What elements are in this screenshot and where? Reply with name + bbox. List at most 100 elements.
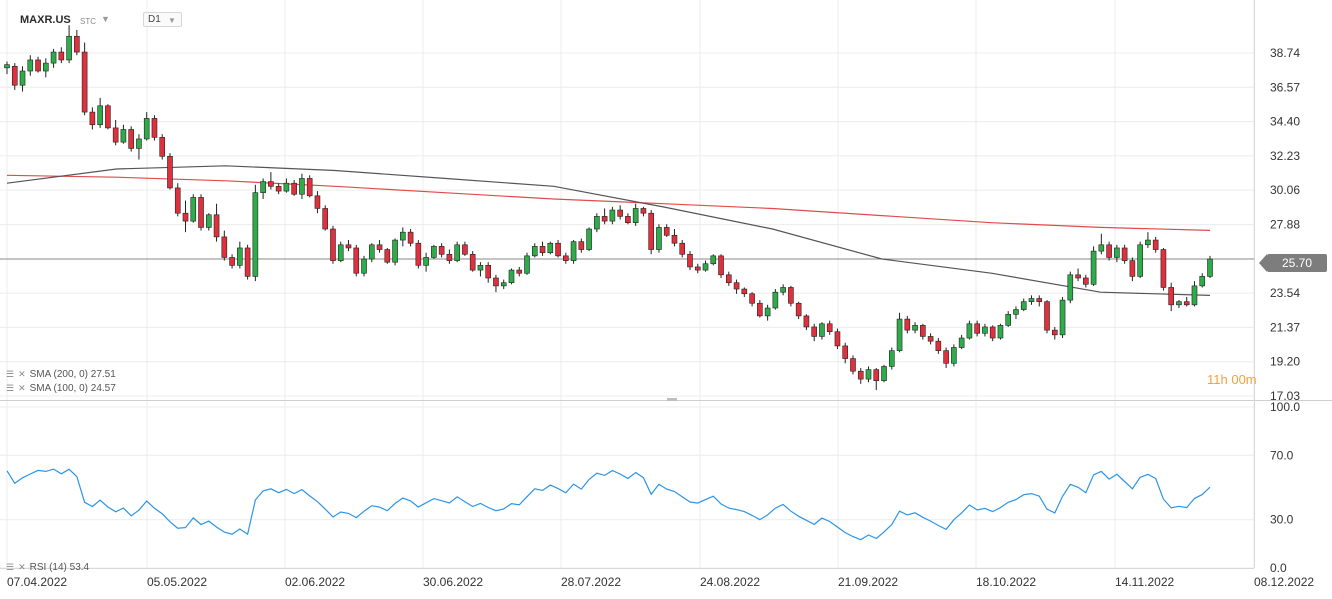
candle-body	[43, 62, 49, 72]
candle	[578, 238, 585, 253]
candle	[594, 213, 600, 233]
time-tick-label: 07.04.2022	[7, 575, 67, 589]
candle	[555, 240, 561, 258]
candle-body	[190, 197, 197, 222]
candle-body	[407, 231, 414, 244]
candle-body	[524, 255, 530, 274]
close-icon[interactable]: ✕	[18, 562, 26, 572]
candle-body	[865, 369, 872, 380]
candle-body	[702, 263, 709, 271]
candle	[982, 323, 988, 337]
candle-body	[361, 258, 367, 274]
settings-icon[interactable]: ☰	[6, 562, 15, 572]
candle	[640, 206, 647, 217]
candle-body	[469, 253, 476, 271]
candle-body	[1121, 247, 1128, 261]
candle-body	[819, 323, 825, 337]
candle-body	[182, 212, 189, 222]
candle	[547, 241, 554, 255]
candle	[182, 200, 189, 233]
candle-body	[1020, 301, 1027, 310]
candle	[679, 240, 686, 258]
sma200-line	[6, 174, 1211, 231]
candle	[493, 274, 499, 293]
candle	[710, 254, 717, 266]
candle-body	[1114, 247, 1120, 258]
candle	[11, 63, 18, 90]
candle	[997, 323, 1004, 340]
candle	[291, 180, 297, 196]
candle-body	[299, 178, 305, 195]
candle	[1199, 273, 1206, 288]
candle-body	[1005, 314, 1012, 326]
candle	[904, 315, 911, 334]
candle	[943, 347, 949, 369]
candle	[1013, 306, 1019, 320]
candle	[850, 355, 856, 375]
candle-body	[896, 318, 903, 351]
chevron-down-icon[interactable]: ▼	[101, 14, 110, 24]
candle-body	[58, 51, 65, 61]
candle-body	[1137, 244, 1143, 277]
candle-body	[252, 192, 259, 277]
candle-body	[1028, 298, 1035, 302]
legend-sma100[interactable]: ☰ ✕ SMA (100, 0) 24.57	[6, 383, 116, 394]
candle	[632, 203, 639, 226]
candle-body	[982, 326, 988, 334]
candle	[438, 243, 445, 258]
candle-body	[112, 127, 119, 143]
timeframe-select[interactable]: D1	[143, 12, 182, 27]
candle	[1168, 282, 1174, 312]
candle-body	[888, 350, 895, 367]
candle-body	[586, 228, 592, 250]
candle	[951, 344, 957, 367]
candle-body	[376, 244, 383, 250]
candle-body	[244, 247, 251, 277]
candle	[376, 240, 383, 253]
candle	[1067, 271, 1074, 304]
close-icon[interactable]: ✕	[18, 383, 26, 393]
candle-body	[151, 118, 158, 138]
candle	[749, 292, 755, 307]
settings-icon[interactable]: ☰	[6, 383, 15, 393]
rsi-tick-label: 0.0	[1270, 561, 1287, 575]
candle	[656, 224, 662, 253]
candle-body	[221, 236, 228, 258]
candle-body	[159, 137, 166, 157]
candle-body	[547, 242, 554, 254]
candle-body	[904, 318, 911, 331]
candle	[1028, 295, 1035, 305]
candle	[74, 29, 80, 56]
chevron-down-icon[interactable]: ▼	[168, 16, 176, 25]
candle-body	[989, 326, 996, 339]
candle-body	[958, 337, 965, 348]
candle-body	[291, 182, 297, 195]
candle	[617, 205, 623, 220]
candle	[764, 304, 771, 321]
candle	[609, 206, 616, 225]
candle	[1098, 233, 1105, 255]
candle-body	[757, 302, 763, 317]
candle	[1005, 311, 1012, 327]
symbol-label[interactable]: MAXR.US	[20, 14, 71, 26]
candle-body	[780, 287, 786, 293]
candle	[415, 240, 422, 269]
candle-body	[679, 242, 686, 255]
candle	[1075, 268, 1081, 282]
legend-rsi[interactable]: ☰ ✕ RSI (14) 53.4	[6, 562, 89, 573]
candle-body	[1129, 260, 1136, 277]
candle	[912, 322, 918, 334]
candle-body	[912, 325, 918, 331]
candle-body	[1083, 277, 1089, 285]
candle-body	[1098, 244, 1105, 252]
candle	[252, 184, 259, 282]
settings-icon[interactable]: ☰	[6, 369, 15, 379]
price-tick-label: 30.06	[1270, 183, 1300, 197]
legend-sma200[interactable]: ☰ ✕ SMA (200, 0) 27.51	[6, 369, 116, 380]
close-icon[interactable]: ✕	[18, 369, 26, 379]
candle-body	[772, 291, 779, 309]
candle-body	[128, 129, 134, 149]
candle-body	[795, 302, 802, 317]
candle-body	[423, 257, 429, 266]
